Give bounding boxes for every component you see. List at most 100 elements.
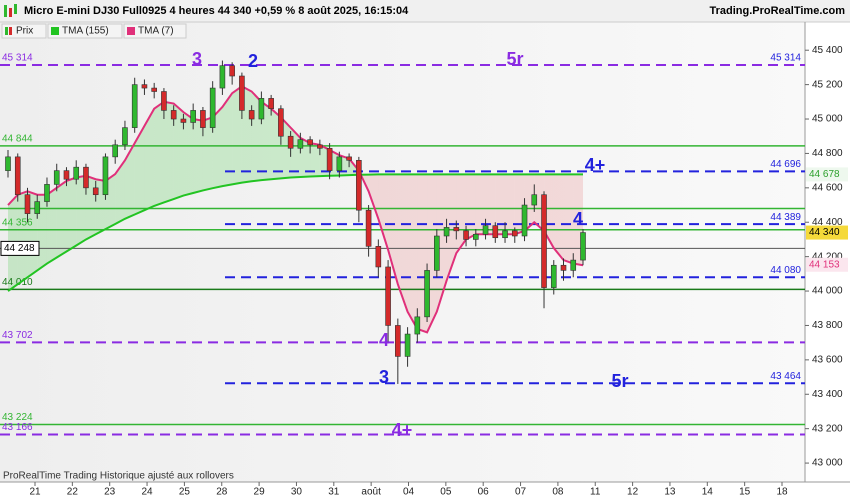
x-tick-label: 04 xyxy=(403,487,415,498)
level-label: 44 010 xyxy=(2,277,33,288)
candle-body xyxy=(209,87,216,128)
tma-cloud xyxy=(495,174,506,235)
level-label: 44 080 xyxy=(770,265,801,276)
tma-cloud xyxy=(232,86,242,185)
candle-body xyxy=(395,325,401,357)
candle-body xyxy=(385,266,391,326)
tma-cloud xyxy=(553,174,564,261)
candle-body xyxy=(502,230,508,239)
y-tick-label: 44 800 xyxy=(812,148,843,159)
x-tick-label: 29 xyxy=(254,487,266,498)
header-bar xyxy=(0,0,850,22)
wave-annotation: 4+ xyxy=(392,420,413,440)
tma-cloud xyxy=(134,125,145,215)
candle-body xyxy=(492,225,499,239)
level-label: 45 314 xyxy=(2,53,33,64)
y-tick-label: 44 200 xyxy=(812,251,843,262)
candle-body xyxy=(375,246,382,268)
candle-body xyxy=(248,110,255,120)
wave-annotation: 4+ xyxy=(585,155,606,175)
candle-body xyxy=(570,259,577,271)
y-tick-label: 43 400 xyxy=(812,389,843,400)
candle-body xyxy=(200,110,206,128)
candle-body xyxy=(131,84,138,128)
x-tick-label: 24 xyxy=(141,487,153,498)
tma-cloud xyxy=(222,93,233,187)
tma-cloud xyxy=(193,119,203,193)
tma-cloud xyxy=(310,143,320,177)
x-tick-label: 08 xyxy=(552,487,564,498)
candle-body xyxy=(63,170,70,180)
candle-body xyxy=(453,227,460,232)
legend-swatch xyxy=(127,27,135,35)
header-icon xyxy=(4,5,7,17)
tma-cloud xyxy=(56,180,67,258)
tma-cloud xyxy=(183,112,194,196)
wave-annotation: 2 xyxy=(248,51,258,71)
tma-cloud xyxy=(202,117,213,191)
wave-annotation: 4 xyxy=(573,209,583,229)
price-tag-label: 44 153 xyxy=(809,259,840,270)
y-tick-label: 44 400 xyxy=(812,217,843,228)
x-tick-label: 30 xyxy=(291,487,303,498)
level-label: 44 696 xyxy=(770,159,801,170)
legend-label: TMA (155) xyxy=(62,26,109,37)
candle-body xyxy=(336,156,343,171)
price-tag-label: 44 340 xyxy=(809,227,840,238)
candle-body xyxy=(307,139,313,146)
tma-cloud xyxy=(407,174,418,329)
candle-body xyxy=(434,235,440,271)
x-tick-label: 22 xyxy=(67,487,79,498)
y-tick-label: 43 200 xyxy=(812,423,843,434)
crosshair-box xyxy=(0,240,40,256)
tma-cloud xyxy=(124,143,135,219)
x-tick-label: 06 xyxy=(478,487,490,498)
x-tick-label: 28 xyxy=(216,487,228,498)
x-tick-label: 15 xyxy=(739,487,751,498)
tma-cloud xyxy=(163,101,174,203)
wave-annotation: 4 xyxy=(379,330,389,350)
candle-body xyxy=(317,144,323,149)
legend-label: TMA (7) xyxy=(138,26,174,37)
candle-body xyxy=(550,264,557,288)
price-tag-label: 44 678 xyxy=(809,169,840,180)
y-tick-label: 45 000 xyxy=(812,114,843,125)
candle-body xyxy=(531,194,538,206)
candle-body xyxy=(414,316,421,335)
candle-body xyxy=(365,209,372,247)
x-tick-label: 12 xyxy=(627,487,639,498)
candle-body xyxy=(170,110,177,120)
x-tick-label: 31 xyxy=(328,487,340,498)
candle-body xyxy=(34,201,41,214)
y-tick-label: 44 600 xyxy=(812,182,843,193)
tma-cloud xyxy=(154,101,164,206)
candle-body xyxy=(239,75,245,111)
candle-body xyxy=(141,84,148,89)
candle-body xyxy=(560,264,567,271)
x-tick-label: 11 xyxy=(590,487,601,498)
candle-body xyxy=(326,147,333,171)
candle-body xyxy=(190,110,196,123)
level-label: 43 702 xyxy=(2,330,33,341)
x-tick-label: 23 xyxy=(104,487,116,498)
legend-swatch xyxy=(51,27,59,35)
candle-body xyxy=(73,166,80,180)
candle-body xyxy=(44,184,50,202)
y-tick-label: 45 200 xyxy=(812,79,843,90)
candle-body xyxy=(151,87,157,92)
candle-body xyxy=(580,232,586,261)
candle-body xyxy=(297,139,304,149)
candle-body xyxy=(463,230,469,240)
chart-title: Micro E-mini DJ30 Full0925 4 heures 44 3… xyxy=(24,5,409,17)
y-tick-label: 43 000 xyxy=(812,458,843,469)
price-tag-box xyxy=(806,167,848,182)
candle-body xyxy=(258,98,265,120)
candle-body xyxy=(287,135,294,149)
x-tick-label: 18 xyxy=(776,487,788,498)
candle-body xyxy=(122,127,128,146)
level-label: 45 314 xyxy=(770,53,801,64)
level-label: 44 389 xyxy=(770,212,801,223)
y-tick-label: 44 000 xyxy=(812,286,843,297)
candle-body xyxy=(404,333,411,357)
candle-body xyxy=(5,156,11,171)
